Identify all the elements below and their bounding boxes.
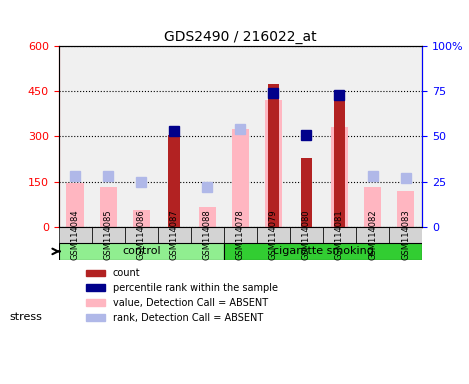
Bar xyxy=(301,157,312,227)
FancyBboxPatch shape xyxy=(224,227,257,243)
FancyBboxPatch shape xyxy=(125,227,158,243)
Text: GSM114078: GSM114078 xyxy=(236,210,245,260)
Bar xyxy=(67,183,84,227)
FancyBboxPatch shape xyxy=(59,243,224,260)
Bar xyxy=(268,84,279,227)
Text: control: control xyxy=(122,247,160,257)
FancyBboxPatch shape xyxy=(389,227,422,243)
Text: GSM114082: GSM114082 xyxy=(368,210,377,260)
Text: GSM114081: GSM114081 xyxy=(335,210,344,260)
Text: GSM114086: GSM114086 xyxy=(137,210,146,260)
FancyBboxPatch shape xyxy=(290,227,323,243)
Text: GSM114088: GSM114088 xyxy=(203,210,212,260)
Text: GSM114083: GSM114083 xyxy=(401,210,410,260)
Text: GSM114080: GSM114080 xyxy=(302,210,311,260)
Text: GSM114087: GSM114087 xyxy=(170,210,179,260)
Bar xyxy=(133,210,150,227)
Bar xyxy=(232,129,249,227)
Text: cigarette smoking: cigarette smoking xyxy=(272,247,373,257)
FancyBboxPatch shape xyxy=(257,227,290,243)
FancyBboxPatch shape xyxy=(323,227,356,243)
Bar xyxy=(397,190,414,227)
Bar xyxy=(331,127,348,227)
FancyBboxPatch shape xyxy=(224,243,422,260)
FancyBboxPatch shape xyxy=(158,227,191,243)
Text: GSM114084: GSM114084 xyxy=(71,210,80,260)
Bar xyxy=(99,187,117,227)
Bar xyxy=(168,135,180,227)
Legend: count, percentile rank within the sample, value, Detection Call = ABSENT, rank, : count, percentile rank within the sample… xyxy=(82,265,282,327)
FancyBboxPatch shape xyxy=(59,227,91,243)
Text: stress: stress xyxy=(9,312,42,322)
Bar xyxy=(364,187,381,227)
Text: GSM114079: GSM114079 xyxy=(269,210,278,260)
FancyBboxPatch shape xyxy=(191,227,224,243)
FancyBboxPatch shape xyxy=(356,227,389,243)
FancyBboxPatch shape xyxy=(91,227,125,243)
Bar xyxy=(265,100,282,227)
Bar xyxy=(199,207,216,227)
Text: GSM114085: GSM114085 xyxy=(104,210,113,260)
Bar xyxy=(334,93,345,227)
Title: GDS2490 / 216022_at: GDS2490 / 216022_at xyxy=(164,30,317,44)
